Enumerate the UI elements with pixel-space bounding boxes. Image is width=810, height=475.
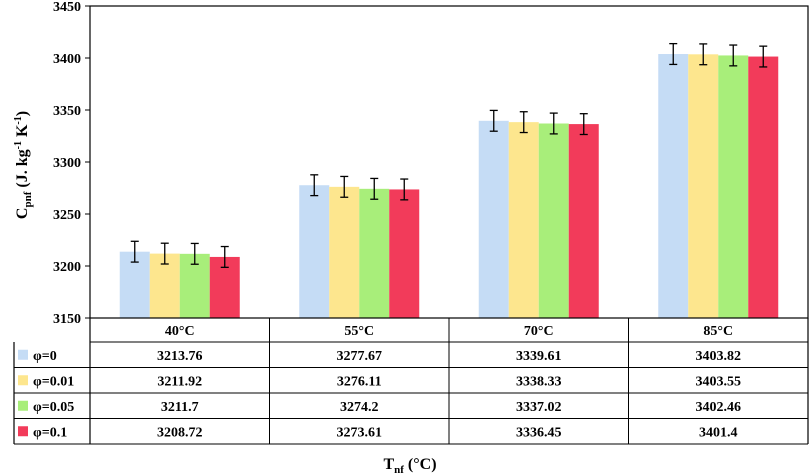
bar (748, 56, 779, 318)
bar (389, 189, 420, 318)
bar (688, 54, 719, 319)
bar (478, 120, 509, 318)
data-cell: 3336.45 (516, 425, 562, 440)
plot-area-frame (89, 5, 809, 319)
bar (329, 186, 360, 318)
y-axis-label-main: C (14, 208, 31, 220)
bar (299, 185, 330, 318)
bar (658, 54, 689, 319)
data-cell: 3213.76 (157, 349, 203, 364)
category-label: 40°C (165, 324, 195, 339)
y-tick-label: 3200 (53, 260, 81, 275)
category-label: 55°C (344, 324, 374, 339)
y-tick-label: 3350 (53, 104, 81, 119)
y-tick-label: 3250 (53, 208, 81, 223)
data-cell: 3337.02 (516, 400, 562, 415)
y-axis-label-unit-a: (J. kg (14, 149, 31, 191)
data-cell: 3338.33 (516, 374, 562, 389)
y-tick-label: 3300 (53, 156, 81, 171)
bar (568, 124, 599, 318)
y-axis-label-unit-b: K (14, 124, 31, 141)
x-axis-label: Tnf (°C) (383, 456, 436, 475)
y-axis-label-close: ) (14, 111, 31, 116)
category-label: 70°C (524, 324, 554, 339)
data-cell: 3339.61 (516, 349, 562, 364)
bar (119, 251, 150, 318)
legend-label: φ=0 (33, 349, 57, 364)
data-cell: 3277.67 (337, 349, 383, 364)
data-cell: 3402.46 (696, 400, 742, 415)
legend-label: φ=0.1 (33, 425, 67, 440)
data-cell: 3403.55 (696, 374, 742, 389)
data-cell: 3274.2 (340, 400, 379, 415)
data-cell: 3273.61 (337, 425, 383, 440)
legend-swatch (18, 400, 28, 411)
y-tick-label: 3450 (53, 0, 81, 15)
data-cell: 3211.7 (161, 400, 199, 415)
legend-swatch (18, 426, 28, 437)
legend-swatch (18, 375, 28, 386)
data-cell: 3211.92 (157, 374, 202, 389)
y-axis-label-exp2: -1 (13, 116, 24, 124)
y-axis-label: Cpnf (J. kg-1 K-1) (13, 111, 34, 219)
legend-label: φ=0.05 (33, 400, 74, 415)
y-axis-label-sub: pnf (22, 191, 34, 207)
y-axis-label-exp1: -1 (13, 141, 24, 149)
x-axis-label-unit: (°C) (404, 456, 437, 473)
data-cell: 3208.72 (157, 425, 203, 440)
data-cell: 3276.11 (337, 374, 382, 389)
x-axis-label-sub: nf (394, 464, 404, 475)
bar (508, 122, 539, 318)
bar (538, 123, 569, 318)
bar (718, 55, 749, 319)
legend-swatch (18, 349, 28, 360)
data-cell: 3403.82 (696, 349, 742, 364)
data-cell: 3401.4 (699, 425, 738, 440)
y-tick-label: 3400 (53, 52, 81, 67)
y-tick-label: 3150 (53, 312, 81, 327)
bar (359, 188, 390, 318)
x-axis-label-main: T (383, 456, 394, 473)
legend-label: φ=0.01 (33, 374, 74, 389)
category-label: 85°C (703, 324, 733, 339)
